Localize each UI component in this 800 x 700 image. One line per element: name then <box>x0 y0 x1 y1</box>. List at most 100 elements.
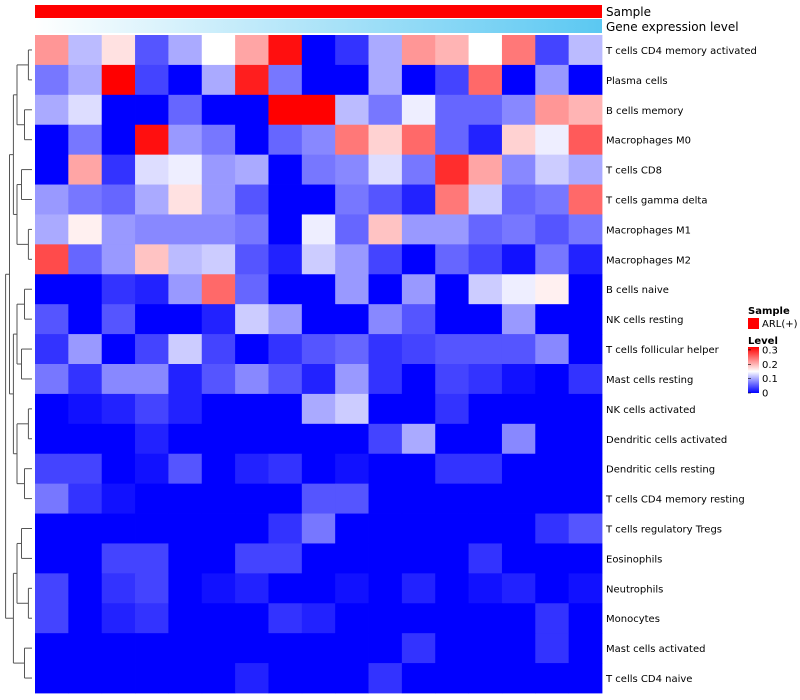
heatmap-cell <box>235 64 269 96</box>
heatmap-cell <box>568 483 603 514</box>
heatmap-cell <box>468 94 503 126</box>
heatmap-cell <box>568 64 603 96</box>
row-label: B cells naive <box>606 285 669 296</box>
heatmap-cell <box>301 304 336 335</box>
heatmap-cell <box>235 304 269 335</box>
heatmap-cell <box>335 214 369 245</box>
heatmap-cell <box>501 35 536 66</box>
heatmap-cell <box>368 334 403 365</box>
heatmap-cell <box>435 334 469 365</box>
heatmap-cell <box>201 543 236 574</box>
heatmap-cell <box>568 423 603 455</box>
heatmap-cell <box>368 94 403 126</box>
heatmap-cell <box>101 94 136 126</box>
heatmap-cell <box>201 244 236 275</box>
heatmap-cell <box>201 35 236 66</box>
heatmap-cell <box>535 573 570 604</box>
heatmap-cell <box>68 94 103 126</box>
heatmap-cell <box>468 573 503 604</box>
heatmap-cell <box>368 483 403 514</box>
heatmap-cell <box>401 543 436 574</box>
heatmap-cell <box>201 304 236 335</box>
heatmap-cell <box>368 453 403 485</box>
heatmap-cell <box>435 244 469 275</box>
heatmap-cell <box>101 154 136 185</box>
heatmap-cell <box>235 453 269 485</box>
row-label: T cells CD8 <box>605 166 662 177</box>
heatmap-cell <box>68 423 103 455</box>
heatmap-cell <box>68 633 103 664</box>
heatmap-cell <box>435 94 469 126</box>
legend-level-ticks: 0.3 0.2 0.1 0 <box>748 345 778 400</box>
row-label: Neutrophils <box>606 584 663 595</box>
heatmap-cell <box>101 334 136 365</box>
heatmap-cell <box>501 244 536 275</box>
heatmap-cell <box>235 154 269 185</box>
heatmap-cell <box>468 184 503 215</box>
heatmap-cell <box>101 663 136 694</box>
heatmap-cell <box>535 94 570 126</box>
heatmap-cell <box>535 453 570 485</box>
heatmap-cell <box>35 573 69 604</box>
heatmap-cell <box>168 64 203 96</box>
heatmap-cell <box>68 663 103 694</box>
heatmap-cell <box>468 603 503 634</box>
heatmap-cell <box>135 573 169 604</box>
heatmap-cell <box>368 274 403 305</box>
heatmap-cell <box>135 483 169 514</box>
heatmap-cell <box>335 393 369 425</box>
heatmap-cell <box>235 393 269 425</box>
heatmap-cell <box>535 274 570 305</box>
row-label: Macrophages M2 <box>606 255 691 266</box>
heatmap-cell <box>568 274 603 305</box>
heatmap-cell <box>101 453 136 485</box>
heatmap-cell <box>468 35 503 66</box>
heatmap-cell <box>135 364 169 395</box>
heatmap-cell <box>335 513 369 544</box>
heatmap-cell <box>401 393 436 425</box>
heatmap-cell <box>435 603 469 634</box>
heatmap-cell <box>435 304 469 335</box>
heatmap-cell <box>268 483 303 514</box>
heatmap-cell <box>268 364 303 395</box>
row-label: Dendritic cells activated <box>606 435 727 446</box>
heatmap-cell <box>201 573 236 604</box>
row-label: Monocytes <box>606 614 660 625</box>
heatmap-cell <box>501 304 536 335</box>
heatmap-cell <box>435 483 469 514</box>
heatmap-cell <box>168 453 203 485</box>
heatmap-cell <box>335 663 369 694</box>
heatmap-cell <box>501 663 536 694</box>
heatmap-cell <box>68 64 103 96</box>
heatmap-cell <box>501 603 536 634</box>
heatmap-cell <box>468 453 503 485</box>
heatmap-cell <box>168 274 203 305</box>
heatmap-cell <box>535 663 570 694</box>
heatmap-cell <box>35 483 69 514</box>
heatmap-cell <box>268 513 303 544</box>
heatmap-cell <box>35 64 69 96</box>
heatmap-cell <box>368 663 403 694</box>
heatmap-cell <box>68 244 103 275</box>
heatmap-cell <box>168 633 203 664</box>
heatmap-cell <box>301 334 336 365</box>
legend-tick-label: 0.3 <box>762 345 778 356</box>
heatmap-cell <box>168 304 203 335</box>
heatmap-cell <box>135 214 169 245</box>
heatmap-cell <box>268 603 303 634</box>
heatmap-cell <box>468 364 503 395</box>
heatmap-cell <box>435 124 469 156</box>
heatmap-cell <box>201 334 236 365</box>
heatmap-cell <box>168 334 203 365</box>
heatmap-cell <box>201 453 236 485</box>
heatmap-cell <box>268 94 303 126</box>
heatmap-cell <box>201 603 236 634</box>
heatmap-cell <box>168 483 203 514</box>
heatmap-cell <box>101 603 136 634</box>
heatmap-cell <box>501 633 536 664</box>
heatmap-cell <box>435 453 469 485</box>
heatmap-cell <box>35 633 69 664</box>
heatmap-cell <box>568 364 603 395</box>
heatmap-cell <box>135 633 169 664</box>
heatmap-cell <box>235 124 269 156</box>
